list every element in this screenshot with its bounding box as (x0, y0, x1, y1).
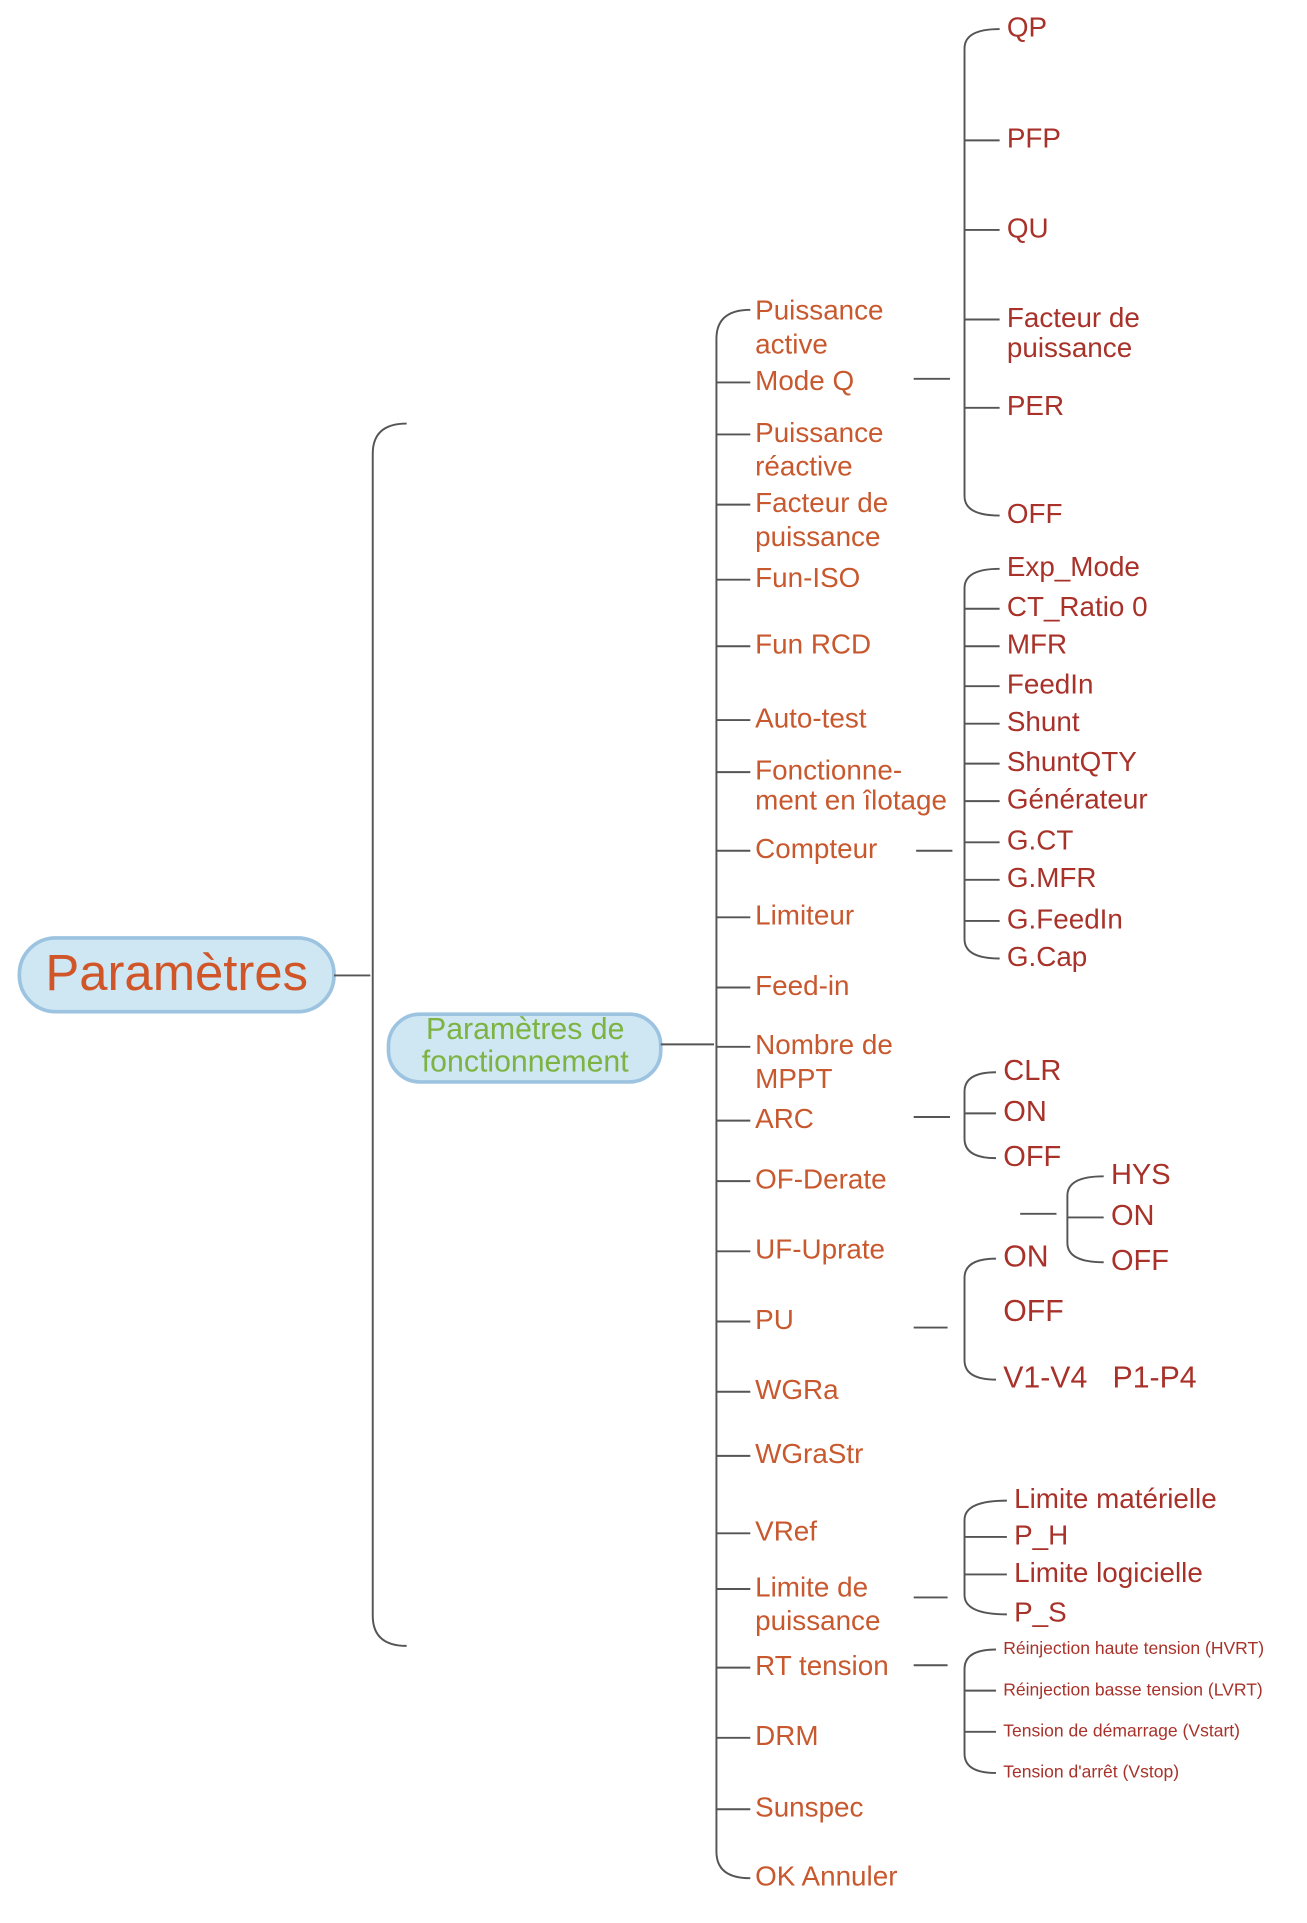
sub-label: QU (1007, 212, 1049, 243)
sub-label: puissance (1007, 332, 1132, 363)
item-label: OK Annuler (755, 1861, 897, 1892)
item-label: Fun-ISO (755, 562, 860, 593)
sub-label: Facteur de (1007, 302, 1140, 333)
item-label: ment en îlotage (755, 785, 947, 816)
sub-label: PER (1007, 390, 1064, 421)
item-label: puissance (755, 521, 880, 552)
sub-label: Réinjection basse tension (LVRT) (1003, 1679, 1263, 1699)
bracket (963, 28, 1000, 517)
sub-label: HYS (1111, 1159, 1171, 1191)
sub-label: G.Cap (1007, 941, 1087, 972)
brace (371, 422, 407, 1647)
item-label: UF-Uprate (755, 1234, 885, 1265)
item-label: RT tension (755, 1650, 889, 1681)
item-label: VRef (755, 1516, 817, 1547)
sub-label: OFF (1003, 1295, 1064, 1328)
root-label: Paramètres (45, 944, 308, 1001)
sub-label: CT_Ratio 0 (1007, 591, 1148, 622)
item-label: Mode Q (755, 365, 854, 396)
sub-label: FeedIn (1007, 669, 1094, 700)
sub-label: MFR (1007, 629, 1067, 660)
sub-label: ON (1003, 1096, 1047, 1128)
sub-label: OFF (1003, 1141, 1061, 1173)
item-label: Limite de (755, 1571, 868, 1602)
item-label: DRM (755, 1720, 818, 1751)
item-label: Compteur (755, 833, 877, 864)
item-label: WGraStr (755, 1438, 863, 1469)
branch-label: fonctionnement (422, 1046, 629, 1079)
branch-box (386, 1012, 663, 1084)
brace (715, 308, 751, 1880)
sub-label: G.FeedIn (1007, 903, 1123, 934)
sub-label: P_S (1014, 1597, 1067, 1628)
item-label: Facteur de (755, 487, 888, 518)
item-label: Auto-test (755, 702, 867, 733)
sub-label: G.MFR (1007, 862, 1097, 893)
bracket (1066, 1175, 1104, 1264)
sub-label: QP (1007, 11, 1047, 42)
item-label: PU (755, 1304, 794, 1335)
item-label: Limiteur (755, 900, 854, 931)
item-label: WGRa (755, 1374, 839, 1405)
sub-label: P_H (1014, 1519, 1068, 1550)
item-label: active (755, 328, 828, 359)
bracket (963, 1648, 996, 1774)
sub-label: ShuntQTY (1007, 746, 1137, 777)
sub-label: Limite logicielle (1014, 1557, 1203, 1588)
item-label: Puissance (755, 417, 883, 448)
item-label: ARC (755, 1103, 814, 1134)
bracket (963, 1071, 996, 1160)
sub-label: ON (1111, 1200, 1155, 1232)
sub-label: OFF (1111, 1245, 1169, 1277)
item-label: Sunspec (755, 1792, 863, 1823)
sub-label: Limite matérielle (1014, 1483, 1217, 1514)
sub-label: Tension de démarrage (Vstart) (1003, 1720, 1240, 1740)
item-label: réactive (755, 451, 852, 482)
sub-label: V1-V4 P1-P4 (1003, 1362, 1196, 1395)
sub-label: Shunt (1007, 706, 1080, 737)
item-label: OF-Derate (755, 1164, 886, 1195)
item-label: Fun RCD (755, 629, 871, 660)
sub-label: OFF (1007, 498, 1063, 529)
branch-label: Paramètres de (426, 1013, 624, 1046)
sub-label: Générateur (1007, 784, 1148, 815)
item-label: Puissance (755, 295, 883, 326)
sub-label: Exp_Mode (1007, 551, 1140, 582)
sub-label: Tension d'arrêt (Vstop) (1003, 1762, 1179, 1782)
bracket (963, 1257, 996, 1381)
item-label: Nombre de (755, 1029, 893, 1060)
sub-label: ON (1003, 1241, 1048, 1274)
sub-label: G.CT (1007, 825, 1073, 856)
sub-label: Réinjection haute tension (HVRT) (1003, 1638, 1264, 1658)
sub-label: PFP (1007, 123, 1061, 154)
item-label: Fonctionne- (755, 754, 902, 785)
item-label: MPPT (755, 1063, 832, 1094)
sub-label: CLR (1003, 1055, 1061, 1087)
bracket (963, 1499, 1007, 1616)
item-label: puissance (755, 1605, 880, 1636)
item-label: Feed-in (755, 970, 849, 1001)
